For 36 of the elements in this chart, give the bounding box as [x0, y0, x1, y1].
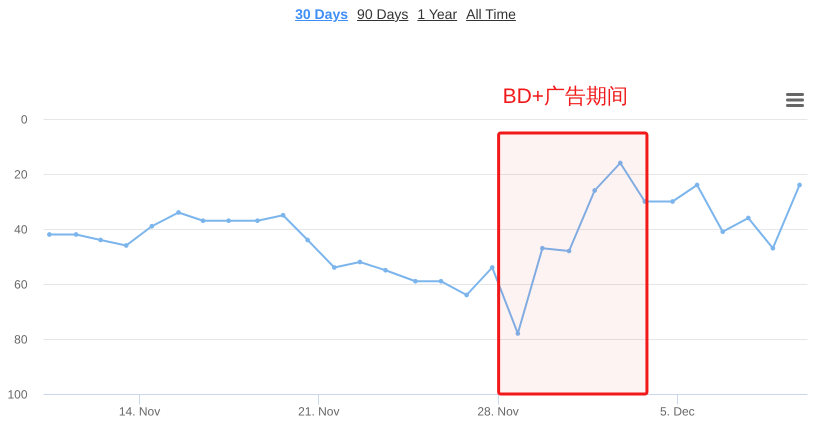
x-tick-label: 21. Nov [298, 404, 340, 418]
point [255, 218, 260, 224]
point [280, 212, 286, 218]
y-tick-label: 40 [14, 222, 28, 236]
point [98, 238, 103, 242]
x-tick-label: 28. Nov [477, 404, 519, 418]
point [383, 268, 388, 273]
text: 90 Days [357, 6, 408, 22]
point [694, 182, 700, 188]
x-tick-label: 14. Nov [118, 404, 160, 418]
band-label: BD+广告期间 [502, 85, 628, 108]
point [720, 229, 726, 234]
point [305, 238, 310, 242]
y-tick-label: 100 [7, 388, 28, 402]
y-tick-label: 0 [20, 112, 28, 126]
point [618, 160, 623, 166]
point [746, 216, 751, 220]
point [74, 232, 78, 237]
text: All Time [466, 6, 516, 22]
text: 30 Days [295, 6, 348, 22]
y-tick-label: 80 [14, 332, 28, 346]
point [176, 210, 181, 215]
point [670, 199, 675, 204]
point [47, 232, 52, 237]
x-tick-label: 5. Dec [660, 404, 695, 418]
point [540, 246, 545, 251]
point [592, 188, 598, 193]
y-tick-label: 60 [14, 278, 28, 292]
y-tick-label: 20 [14, 168, 28, 182]
point [124, 243, 129, 248]
point [797, 182, 802, 188]
point [358, 260, 362, 264]
point [332, 265, 337, 270]
point [149, 224, 154, 229]
point [566, 248, 572, 254]
text: 1 Year [417, 6, 458, 22]
